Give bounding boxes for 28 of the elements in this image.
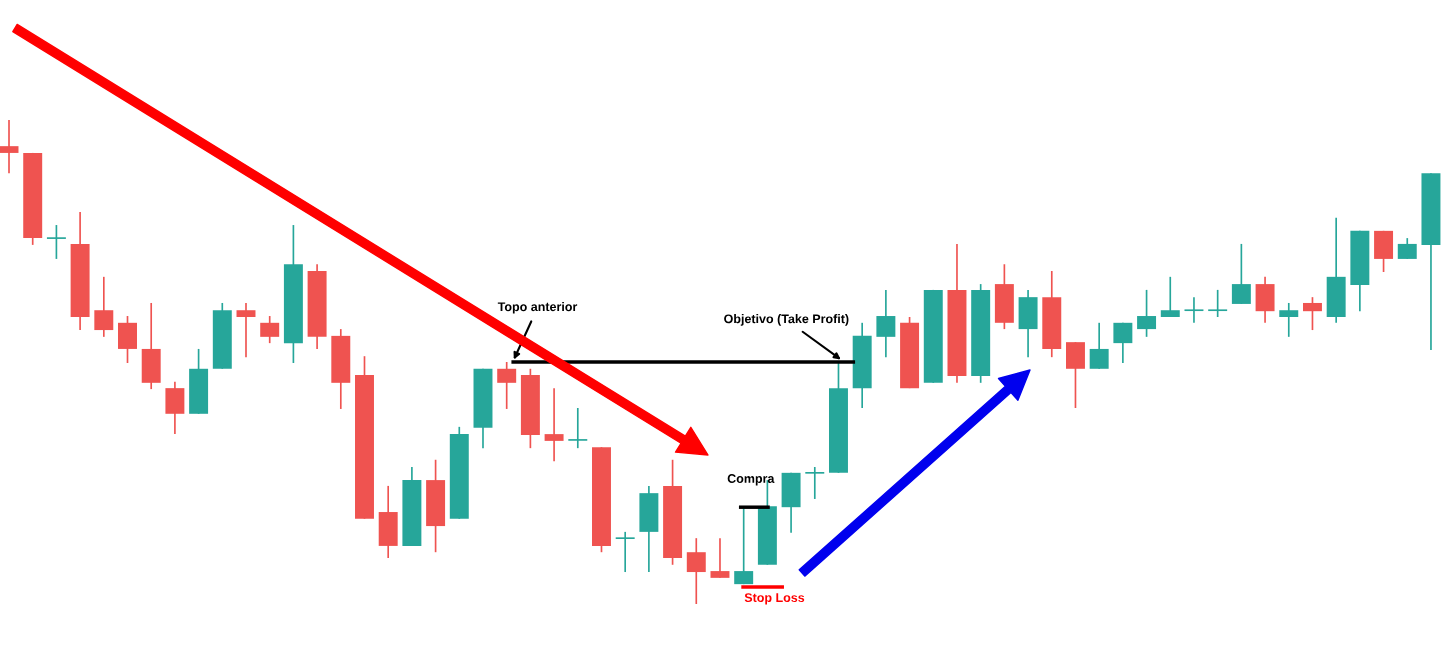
candlestick: [1397, 237, 1417, 260]
ref-line-label: Stop Loss: [744, 593, 805, 605]
candlestick: [1302, 296, 1322, 331]
candlestick: [1279, 302, 1299, 338]
candlestick: [236, 302, 256, 359]
candlestick: [876, 289, 896, 359]
annotation: Compra: [727, 474, 775, 486]
candlestick: [0, 119, 19, 175]
candlestick: [1183, 296, 1205, 324]
annotation: Objetivo (Take Profit): [724, 314, 849, 326]
candlestick: [46, 224, 67, 260]
candlestick: [567, 407, 589, 449]
candlestick: [1207, 289, 1228, 318]
candlestick: [497, 361, 517, 410]
candlestick: [260, 315, 280, 344]
candlestick: [544, 387, 564, 463]
candlestick: [94, 275, 114, 338]
candlestick: [1137, 289, 1157, 338]
candlestick: [734, 507, 754, 585]
candlestick: [1160, 275, 1180, 318]
candlestick: [614, 531, 636, 573]
candlestick: [1113, 321, 1133, 364]
candlestick: [1089, 321, 1109, 370]
annotation: Topo anterior: [497, 301, 578, 314]
candlestick: [710, 537, 730, 579]
candlestick: [804, 466, 826, 500]
candlestick: [1231, 243, 1251, 305]
candlestick: [686, 537, 706, 605]
